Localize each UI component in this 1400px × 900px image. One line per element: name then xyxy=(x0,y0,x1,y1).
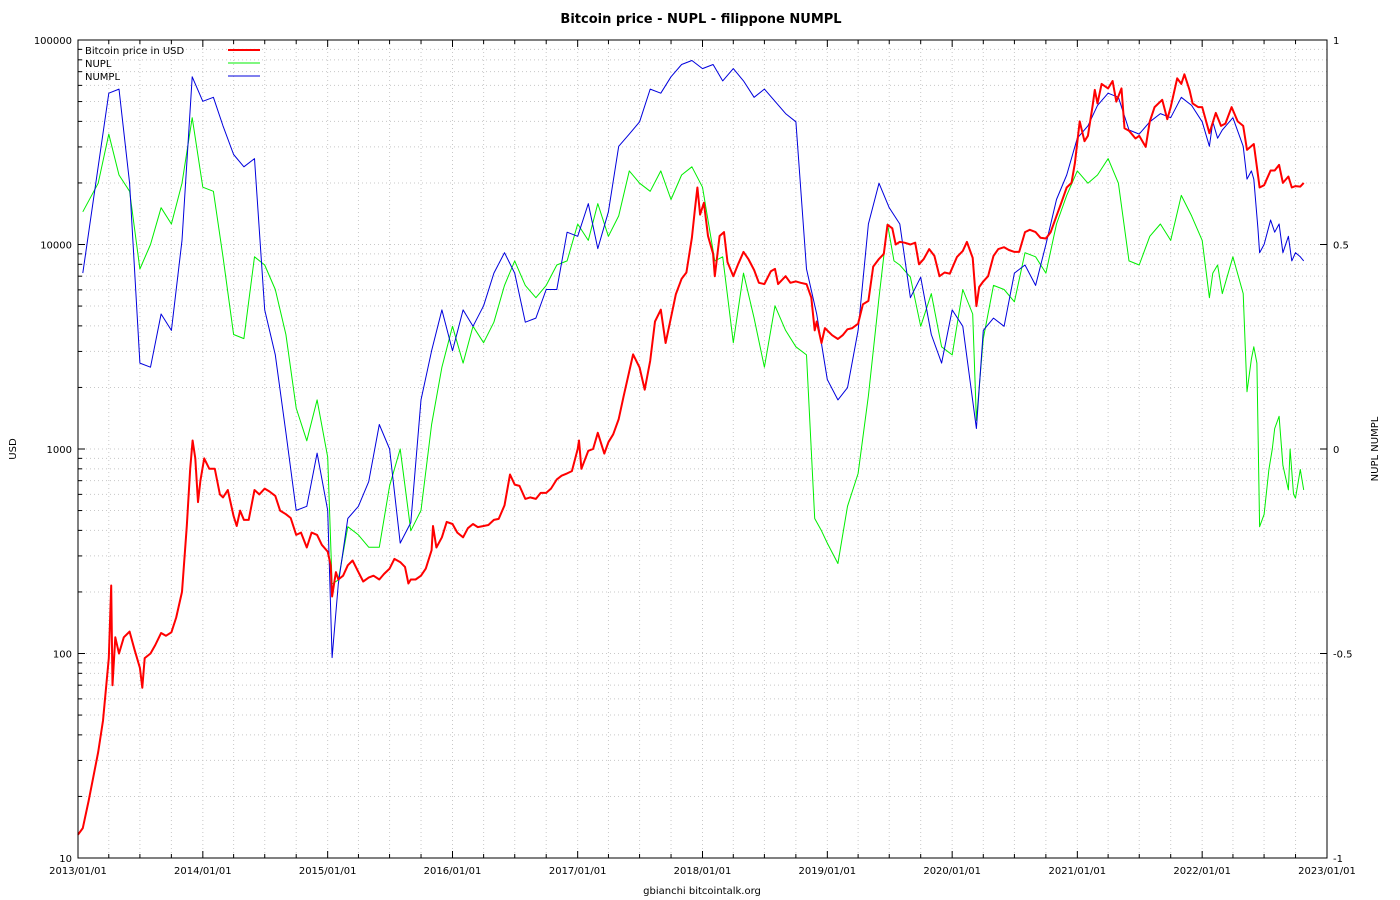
x-tick-label: 2021/01/01 xyxy=(1049,866,1107,877)
x-tick-label: 2017/01/01 xyxy=(549,866,607,877)
x-tick-label: 2015/01/01 xyxy=(299,866,357,877)
y-tick-label: 1000 xyxy=(47,445,72,456)
series-line-numpl xyxy=(82,60,1305,659)
y2-tick-label: -1 xyxy=(1333,854,1343,865)
chart-title: Bitcoin price - NUPL - filippone NUMPL xyxy=(560,12,841,27)
x-tick-label: 2022/01/01 xyxy=(1173,866,1231,877)
y-tick-label: 100000 xyxy=(34,36,72,47)
legend-entry-label: NUMPL xyxy=(85,72,120,83)
legend: Bitcoin price in USD NUPL NUMPL xyxy=(85,46,260,83)
y2-tick-label: 0.5 xyxy=(1333,241,1349,252)
x-tick-label: 2020/01/01 xyxy=(923,866,981,877)
y2-tick-label: -0.5 xyxy=(1333,650,1353,661)
y-tick-label: 100 xyxy=(53,650,72,661)
series-line-bitcoin-price-in-usd xyxy=(77,73,1305,836)
plot-series xyxy=(77,60,1305,836)
x-tick-label: 2023/01/01 xyxy=(1298,866,1356,877)
grid xyxy=(78,40,1327,858)
x-tick-label: 2014/01/01 xyxy=(174,866,232,877)
y2-axis-label: NUPL NUMPL xyxy=(1370,416,1381,481)
y2-tick-label: 0 xyxy=(1333,445,1339,456)
y2-tick-label: 1 xyxy=(1333,36,1339,47)
x-tick-label: 2016/01/01 xyxy=(424,866,482,877)
y-tick-label: 10000 xyxy=(40,241,72,252)
y-tick-label: 10 xyxy=(59,854,72,865)
y-axis-label: USD xyxy=(8,438,19,460)
x-tick-label: 2013/01/01 xyxy=(49,866,107,877)
x-axis-label: gbianchi bitcointalk.org xyxy=(643,886,761,897)
legend-entry-label: Bitcoin price in USD xyxy=(85,46,184,57)
x-tick-label: 2019/01/01 xyxy=(799,866,857,877)
x-tick-label: 2018/01/01 xyxy=(674,866,732,877)
axis-ticks: 2013/01/01 2014/01/01 2015/01/01 2016/01/01… xyxy=(34,36,1356,877)
series-line-nupl xyxy=(82,117,1305,585)
legend-entry-label: NUPL xyxy=(85,59,112,70)
